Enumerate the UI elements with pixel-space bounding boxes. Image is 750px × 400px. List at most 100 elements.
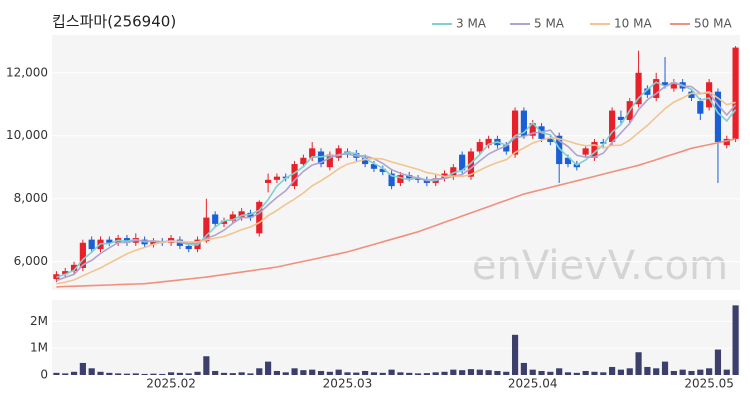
ma-line: [56, 90, 736, 285]
candle-body: [529, 123, 536, 136]
volume-bar: [273, 370, 281, 375]
volume-bar: [529, 369, 536, 375]
volume-bar: [626, 368, 633, 375]
volume-bar: [97, 371, 104, 375]
volume-bar: [697, 369, 704, 375]
candle-body: [150, 241, 157, 245]
candle-body: [688, 91, 695, 98]
volume-bar: [132, 373, 139, 375]
candle-body: [362, 157, 369, 165]
candle-body: [511, 110, 519, 155]
candle-body: [635, 72, 642, 105]
legend-label: 5 MA: [534, 17, 565, 31]
volume-bar: [617, 369, 625, 375]
candle-body: [564, 157, 572, 165]
volume-bar: [317, 370, 325, 375]
volume-bar: [229, 373, 236, 375]
candle-body: [212, 214, 219, 224]
volume-bar: [282, 372, 289, 375]
legend-label: 3 MA: [456, 17, 487, 31]
candle-body: [485, 138, 492, 146]
volume-bar: [141, 373, 148, 375]
volume-bar: [511, 334, 519, 375]
volume-bar: [167, 372, 175, 375]
legend-label: 50 MA: [694, 17, 732, 31]
volume-bar: [88, 368, 95, 375]
candle-body: [591, 142, 598, 158]
candle-body: [450, 167, 457, 177]
volume-bar: [212, 370, 219, 375]
candle-body: [732, 47, 739, 139]
volume-bar: [414, 373, 422, 375]
candle-body: [256, 201, 263, 234]
volume-bar: [591, 371, 598, 375]
volume-panel: [52, 300, 740, 375]
volume-bar: [185, 373, 192, 375]
volume-bar: [635, 352, 642, 375]
volume-bar: [53, 372, 60, 375]
candle-body: [70, 264, 78, 272]
volume-bar: [194, 371, 201, 375]
volume-bar: [388, 369, 395, 375]
volume-bar: [706, 368, 713, 375]
volume-bar: [203, 356, 210, 375]
candle-body: [88, 239, 95, 250]
volume-bar: [467, 369, 475, 375]
x-tick-label: 2025.02: [146, 377, 196, 391]
x-tick-label: 2025.04: [508, 377, 558, 391]
candle-body: [106, 239, 113, 243]
candle-body: [220, 220, 228, 224]
candle-body: [397, 175, 404, 183]
volume-bar: [556, 368, 563, 375]
candle-body: [706, 82, 713, 108]
candle-body: [300, 157, 307, 165]
volume-bar: [326, 371, 333, 375]
candle-body: [317, 151, 325, 165]
candle-body: [653, 79, 660, 98]
candle-body: [697, 101, 704, 114]
volume-bar: [159, 373, 166, 375]
candle-body: [265, 179, 272, 183]
volume-bar: [150, 373, 157, 375]
volume-bar: [520, 362, 527, 375]
candle-body: [414, 178, 422, 180]
volume-bar: [564, 372, 572, 375]
candle-body: [388, 173, 395, 187]
volume-bar: [723, 369, 730, 375]
volume-bar: [379, 372, 386, 375]
candle-body: [423, 179, 430, 183]
candle-body: [714, 91, 722, 143]
volume-bar: [344, 372, 351, 375]
candle-body: [600, 142, 607, 144]
volume-bar: [70, 371, 78, 375]
volume-bar: [335, 369, 342, 375]
candle-body: [326, 154, 333, 168]
volume-bar: [609, 366, 616, 375]
volume-bar: [362, 370, 369, 375]
volume-bar: [397, 372, 404, 375]
candle-body: [556, 135, 563, 165]
volume-bar: [220, 372, 228, 375]
volume-bar: [670, 370, 677, 375]
volume-bar: [370, 372, 378, 375]
candle-body: [273, 176, 281, 180]
candle-body: [547, 138, 554, 143]
volume-bar: [79, 362, 86, 375]
volume-bar: [309, 369, 316, 375]
volume-bar: [485, 370, 492, 375]
volume-bar: [115, 373, 122, 375]
volume-tick-label: 0: [40, 368, 48, 382]
candle-body: [370, 164, 378, 169]
volume-bar: [653, 368, 660, 375]
candle-body: [582, 148, 589, 155]
candle-body: [62, 271, 69, 275]
candle-body: [79, 242, 86, 268]
volume-bar: [106, 372, 113, 375]
candle-body: [379, 168, 386, 172]
candle-body: [309, 148, 316, 158]
volume-bar: [644, 366, 651, 375]
y-tick-label: 10,000: [6, 128, 48, 142]
y-tick-label: 6,000: [14, 254, 48, 268]
candle-body: [238, 211, 245, 218]
